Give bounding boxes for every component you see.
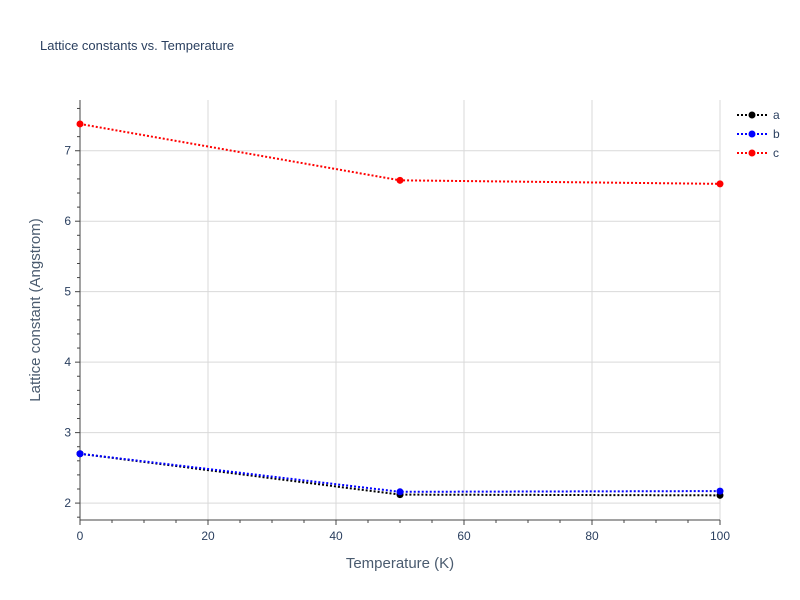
- x-tick-label: 20: [201, 529, 215, 543]
- data-point-b[interactable]: [396, 488, 404, 496]
- grid: [80, 100, 721, 520]
- x-axis-title: Temperature (K): [346, 555, 454, 572]
- data-point-b[interactable]: [76, 450, 84, 458]
- data-point-c[interactable]: [76, 120, 84, 128]
- y-axis-title: Lattice constant (Angstrom): [27, 218, 44, 401]
- y-tick-label: 2: [64, 496, 71, 510]
- series-line-b: [79, 452, 721, 493]
- series-line-c: [79, 122, 721, 185]
- x-tick-label: 40: [329, 529, 343, 543]
- legend-label: c: [773, 146, 779, 160]
- legend[interactable]: abc: [737, 108, 780, 160]
- y-tick-label: 4: [64, 355, 71, 369]
- legend-item-a[interactable]: a: [737, 108, 780, 122]
- axes: 0 20 40 60 80 100 2 3 4 5 6 7: [64, 100, 730, 543]
- x-tick-label: 100: [710, 529, 730, 543]
- y-tick-label: 5: [64, 285, 71, 299]
- x-tick-label: 80: [585, 529, 599, 543]
- y-tick-label: 7: [64, 144, 71, 158]
- x-tick-label: 60: [457, 529, 471, 543]
- legend-item-c[interactable]: c: [737, 146, 779, 160]
- legend-item-b[interactable]: b: [737, 127, 780, 141]
- legend-swatch-marker: [748, 111, 756, 119]
- legend-swatch-marker: [748, 130, 756, 138]
- chart-title: Lattice constants vs. Temperature: [40, 38, 234, 53]
- data-point-b[interactable]: [716, 487, 724, 495]
- legend-label: a: [773, 108, 780, 122]
- y-tick-label: 6: [64, 214, 71, 228]
- x-tick-label: 0: [77, 529, 84, 543]
- y-tick-label: 3: [64, 426, 71, 440]
- series-layer: [76, 120, 724, 499]
- data-point-c[interactable]: [716, 180, 724, 188]
- legend-swatch-marker: [748, 149, 756, 157]
- data-point-c[interactable]: [396, 176, 404, 184]
- legend-label: b: [773, 127, 780, 141]
